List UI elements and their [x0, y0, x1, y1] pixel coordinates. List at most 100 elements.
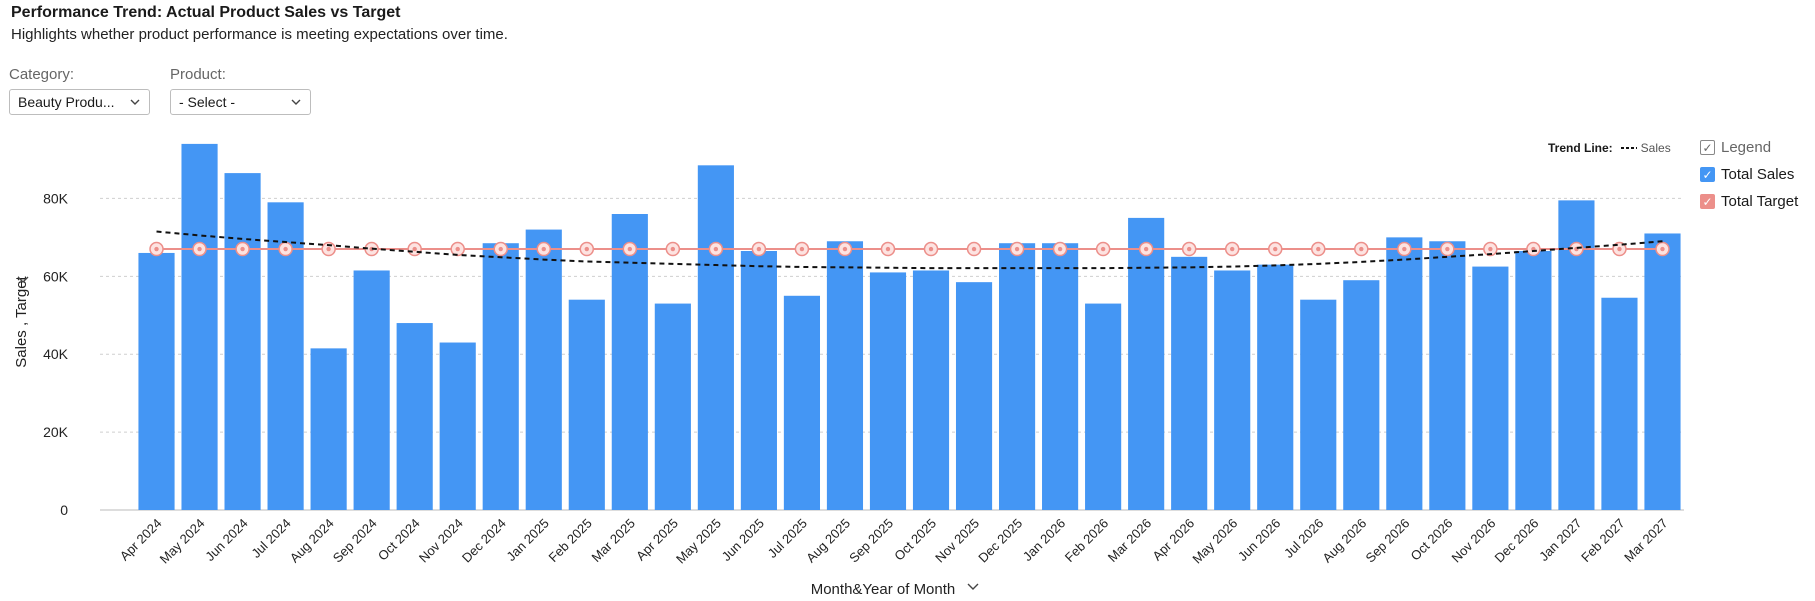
x-tick-label: Mar 2025	[588, 516, 637, 565]
y-tick-label: 20K	[43, 424, 69, 440]
x-tick-label: Oct 2025	[891, 516, 939, 564]
product-filter-label: Product:	[170, 66, 226, 83]
x-axis-title: Month&Year of Month	[811, 581, 956, 598]
x-tick-label: Dec 2026	[1492, 516, 1542, 566]
x-tick-label: Jan 2026	[1020, 516, 1068, 564]
bar-total-sales	[568, 299, 605, 510]
x-tick-label: Oct 2024	[375, 516, 423, 564]
bar-total-sales	[611, 214, 648, 510]
target-point-center	[1488, 246, 1493, 252]
legend-label: Total Target	[1721, 193, 1799, 210]
x-tick-label: May 2026	[1189, 516, 1240, 567]
x-tick-label: Dec 2025	[975, 516, 1025, 566]
bar-total-sales	[439, 342, 476, 510]
legend-title: Legend	[1721, 139, 1772, 156]
legend-toggle[interactable]: ✓ Legend	[1700, 139, 1771, 156]
target-point-center	[1402, 246, 1407, 252]
legend-item-total-sales[interactable]: ✓ Total Sales	[1700, 166, 1794, 183]
checkbox-checked-icon: ✓	[1700, 194, 1715, 209]
bar-total-sales	[138, 252, 175, 510]
bar-total-sales	[1128, 217, 1165, 511]
target-point-center	[670, 246, 676, 252]
target-point-center	[885, 246, 891, 252]
x-tick-label: Sep 2024	[330, 516, 380, 566]
legend-item-total-target[interactable]: ✓ Total Target	[1700, 193, 1798, 210]
bar-total-sales	[224, 173, 261, 510]
bar-total-sales	[740, 251, 777, 510]
target-point-center	[1143, 246, 1149, 252]
target-point-center	[326, 246, 331, 252]
target-point-center	[1617, 246, 1622, 252]
chevron-down-icon	[130, 99, 140, 105]
target-point-center	[1660, 246, 1665, 252]
x-tick-label: Jun 2026	[1235, 516, 1283, 564]
x-tick-label: Feb 2026	[1062, 516, 1111, 565]
target-point-center	[584, 246, 589, 252]
bar-total-sales	[310, 348, 347, 510]
bar-total-sales	[482, 243, 519, 511]
bar-total-sales	[396, 323, 433, 510]
bar-total-sales	[1171, 256, 1208, 510]
bar-total-sales	[181, 143, 218, 511]
target-point-center	[928, 246, 934, 252]
bar-total-sales	[1644, 233, 1681, 510]
checkbox-checked-icon: ✓	[1700, 167, 1715, 182]
x-tick-label: Sep 2025	[846, 516, 896, 566]
target-point-center	[1100, 246, 1106, 252]
bar-total-sales	[1300, 299, 1337, 510]
bar-total-sales	[1601, 297, 1638, 510]
x-tick-label: Nov 2026	[1449, 516, 1499, 566]
x-tick-label: Nov 2025	[932, 516, 982, 566]
x-tick-label: Feb 2025	[545, 516, 594, 565]
bar-total-sales	[353, 270, 390, 510]
x-tick-label: Aug 2024	[287, 516, 337, 566]
chevron-down-icon	[291, 99, 301, 105]
target-point-center	[842, 246, 848, 252]
category-select[interactable]: Beauty Produ...	[9, 89, 150, 115]
bar-total-sales	[1343, 280, 1380, 510]
dotted-line-icon	[1620, 147, 1637, 149]
bar-total-sales	[1214, 270, 1251, 510]
target-point-center	[1186, 246, 1192, 252]
target-point-center	[541, 246, 546, 252]
x-tick-label: Aug 2025	[803, 516, 853, 566]
bar-total-sales	[1429, 241, 1466, 510]
bar-total-sales	[998, 243, 1036, 511]
target-point-center	[197, 246, 202, 252]
target-point-center	[1230, 246, 1235, 252]
bar-total-sales	[912, 270, 950, 510]
trend-line-legend: Trend Line: Sales	[1548, 141, 1671, 155]
chevron-down-icon	[967, 583, 979, 590]
x-tick-label: Jun 2024	[202, 516, 250, 564]
x-tick-label: Jun 2025	[719, 516, 767, 564]
x-tick-label: Nov 2024	[416, 516, 466, 566]
x-tick-label: May 2024	[157, 516, 208, 567]
product-select[interactable]: - Select -	[170, 89, 311, 115]
target-point-center	[283, 246, 288, 252]
target-point-center	[455, 246, 460, 252]
bar-total-sales	[654, 303, 691, 510]
y-tick-label: 40K	[43, 346, 69, 362]
chevron-down-icon	[17, 276, 29, 283]
target-point-center	[1316, 246, 1321, 252]
page-title: Performance Trend: Actual Product Sales …	[11, 4, 401, 21]
target-point-center	[713, 246, 719, 252]
x-tick-label: Jan 2027	[1536, 516, 1584, 564]
trend-line-label: Trend Line:	[1548, 141, 1613, 155]
x-tick-label: Jan 2025	[503, 516, 551, 564]
bar-total-sales	[1386, 237, 1423, 511]
page-subtitle: Highlights whether product performance i…	[11, 26, 508, 43]
target-point-center	[1445, 246, 1450, 252]
x-tick-label: Mar 2026	[1105, 516, 1154, 565]
target-point-center	[1057, 246, 1063, 252]
bar-total-sales	[783, 295, 821, 510]
checkbox-icon: ✓	[1700, 140, 1715, 155]
bar-total-sales	[955, 282, 993, 510]
target-point-center	[498, 246, 503, 252]
trend-series-name: Sales	[1640, 141, 1671, 155]
x-tick-label: Feb 2027	[1578, 516, 1627, 565]
target-point-center	[756, 246, 762, 252]
target-point-center	[1359, 246, 1364, 252]
bar-total-sales	[1515, 251, 1552, 510]
